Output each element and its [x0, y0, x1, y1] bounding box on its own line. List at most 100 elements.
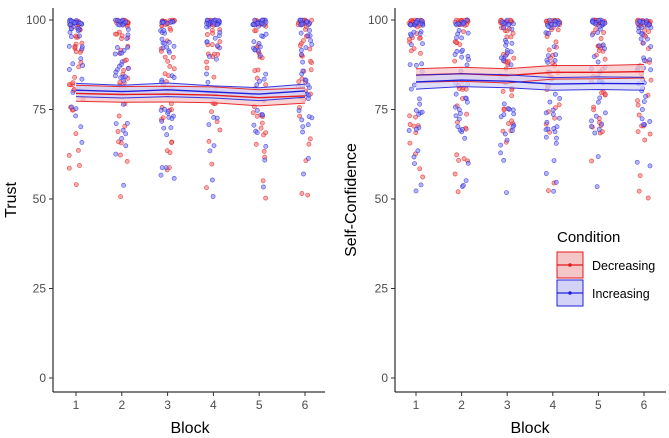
self-confidence-point	[601, 30, 606, 35]
self-confidence-point	[501, 101, 507, 107]
self-confidence-point	[417, 31, 423, 37]
self-confidence-point	[547, 17, 552, 23]
self-confidence-point	[648, 44, 654, 49]
self-confidence-point	[412, 161, 417, 166]
trust-point	[306, 114, 312, 119]
trust-point	[211, 51, 217, 57]
self-confidence-y-tick-label: 0	[381, 371, 388, 385]
self-confidence-point	[499, 19, 505, 25]
trust-point	[307, 136, 313, 142]
self-confidence-point	[551, 158, 557, 163]
trust-point	[305, 155, 311, 161]
trust-point	[252, 47, 258, 53]
self-confidence-point	[411, 154, 417, 160]
trust-point	[120, 127, 126, 133]
trust-point	[255, 67, 261, 73]
trust-point	[75, 28, 81, 34]
self-confidence-point	[465, 160, 471, 166]
trust-y-tick-label: 25	[33, 282, 47, 296]
trust-point	[263, 195, 268, 201]
self-confidence-point	[510, 124, 516, 130]
trust-point	[257, 53, 263, 58]
trust-point	[159, 165, 165, 171]
legend-title: Condition	[557, 229, 620, 246]
self-confidence-point	[454, 49, 460, 54]
trust-point	[212, 35, 218, 41]
trust-point	[73, 182, 79, 187]
self-confidence-point	[597, 43, 602, 49]
self-confidence-point	[454, 152, 460, 158]
trust-decreasing-mean-line	[75, 92, 306, 99]
self-confidence-point	[639, 116, 645, 122]
self-confidence-point	[639, 25, 645, 31]
self-confidence-point	[635, 102, 641, 108]
trust-point	[296, 79, 302, 85]
self-confidence-point	[462, 135, 468, 141]
trust-point	[299, 52, 304, 57]
trust-point	[66, 82, 72, 88]
trust-point	[260, 178, 266, 184]
trust-point	[70, 90, 76, 95]
trust-x-tick-label: 6	[302, 398, 309, 412]
self-confidence-point	[590, 32, 595, 38]
trust-point	[305, 192, 311, 198]
trust-point	[171, 66, 177, 72]
trust-point	[253, 141, 259, 147]
trust-point	[120, 22, 126, 28]
trust-point	[66, 44, 72, 49]
self-confidence-point	[645, 36, 650, 42]
trust-point	[77, 163, 82, 168]
self-confidence-point	[643, 94, 648, 99]
trust-point	[124, 36, 130, 41]
self-confidence-point	[411, 29, 417, 35]
trust-point	[253, 28, 259, 33]
self-confidence-point	[509, 118, 514, 124]
self-confidence-point	[408, 48, 414, 54]
self-confidence-point	[544, 119, 550, 125]
self-confidence-point	[418, 21, 424, 27]
self-confidence-point	[411, 123, 417, 129]
self-confidence-point	[452, 58, 458, 64]
self-confidence-point	[596, 17, 602, 23]
trust-point	[209, 161, 215, 167]
trust-lines	[75, 82, 306, 107]
self-confidence-point	[596, 127, 602, 132]
trust-point	[113, 73, 118, 79]
self-confidence-point	[420, 41, 425, 47]
self-confidence-point	[452, 104, 458, 110]
trust-point	[251, 39, 257, 45]
self-confidence-decreasing-upper-line	[415, 63, 645, 70]
self-confidence-point	[647, 57, 653, 63]
trust-point	[121, 182, 126, 188]
self-confidence-point	[417, 96, 422, 102]
trust-point	[251, 122, 257, 128]
self-confidence-y-tick-label: 75	[375, 103, 389, 117]
trust-point	[69, 104, 74, 110]
trust-point	[204, 32, 210, 37]
self-confidence-point	[642, 137, 648, 143]
self-confidence-point	[455, 124, 461, 129]
self-confidence-point	[503, 43, 509, 48]
trust-point	[252, 17, 258, 23]
self-confidence-point	[637, 18, 642, 24]
trust-point	[300, 59, 305, 65]
self-confidence-point	[413, 19, 419, 25]
self-confidence-point	[413, 114, 418, 120]
self-confidence-point	[504, 137, 510, 143]
trust-point	[166, 50, 172, 55]
trust-point	[115, 45, 120, 50]
trust-point	[214, 43, 220, 49]
trust-point	[206, 122, 212, 127]
self-confidence-point	[460, 21, 466, 27]
self-confidence-point	[464, 62, 470, 68]
trust-point	[163, 165, 169, 171]
trust-point	[307, 46, 313, 52]
trust-point	[117, 63, 122, 69]
self-confidence-point	[603, 110, 608, 116]
trust-point	[209, 109, 214, 115]
self-confidence-point	[635, 98, 640, 103]
trust-point	[67, 67, 72, 72]
trust-point	[165, 108, 171, 114]
trust-point	[300, 124, 306, 129]
trust-point	[259, 120, 265, 126]
